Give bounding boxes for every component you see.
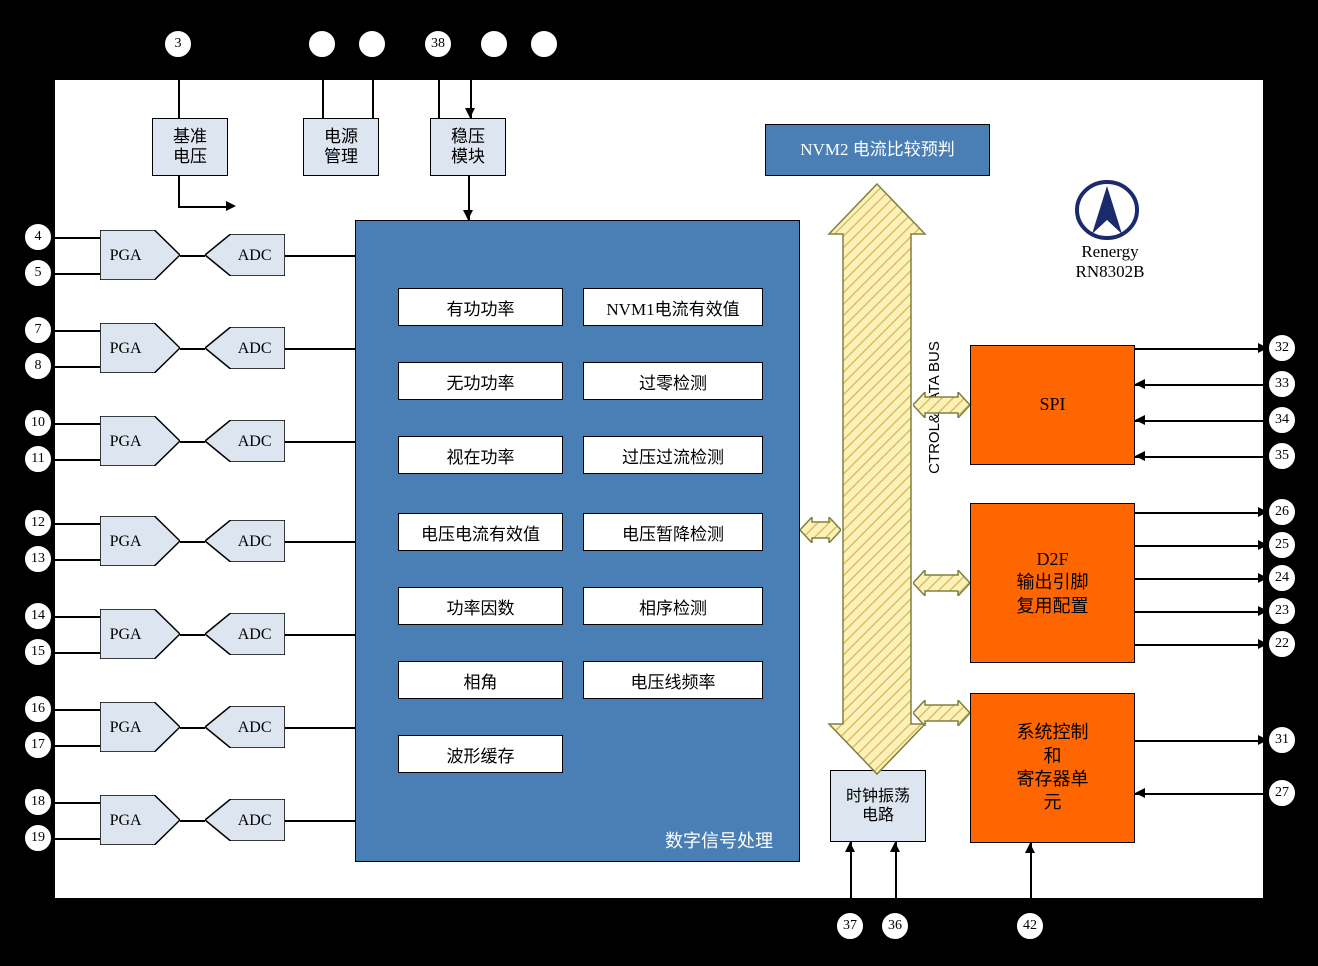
pin-15: 15 — [24, 638, 52, 666]
pin-top-544 — [530, 30, 558, 58]
func-right-4: 相序检测 — [583, 587, 763, 625]
bus-connector — [800, 517, 841, 543]
adc-5: ADC — [205, 706, 285, 748]
pga-4: PGA — [100, 609, 180, 659]
func-right-5: 电压线频率 — [583, 661, 763, 699]
func-left-1: 无功功率 — [398, 362, 563, 400]
pin-11: 11 — [24, 445, 52, 473]
svg-text:ADC: ADC — [238, 247, 272, 264]
pin-5: 5 — [24, 259, 52, 287]
func-left-2: 视在功率 — [398, 436, 563, 474]
pwr-block: 电源管理 — [303, 118, 379, 176]
pin-17: 17 — [24, 731, 52, 759]
func-right-0: NVM1电流有效值 — [583, 288, 763, 326]
func-right-3: 电压暂降检测 — [583, 513, 763, 551]
pin-31: 31 — [1268, 726, 1296, 754]
pin-top-3: 3 — [164, 30, 192, 58]
pin-8: 8 — [24, 352, 52, 380]
bus-connector — [913, 700, 970, 726]
pin-24: 24 — [1268, 564, 1296, 592]
adc-3: ADC — [205, 520, 285, 562]
pin-4: 4 — [24, 223, 52, 251]
func-left-0: 有功功率 — [398, 288, 563, 326]
pin-36: 36 — [881, 912, 909, 940]
svg-text:PGA: PGA — [110, 247, 142, 264]
func-right-1: 过零检测 — [583, 362, 763, 400]
pin-25: 25 — [1268, 531, 1296, 559]
pin-33: 33 — [1268, 370, 1296, 398]
pin-32: 32 — [1268, 334, 1296, 362]
adc-4: ADC — [205, 613, 285, 655]
pin-35: 35 — [1268, 442, 1296, 470]
svg-text:ADC: ADC — [238, 433, 272, 450]
pga-2: PGA — [100, 416, 180, 466]
adc-1: ADC — [205, 327, 285, 369]
pin-12: 12 — [24, 509, 52, 537]
svg-text:ADC: ADC — [238, 533, 272, 550]
pin-14: 14 — [24, 602, 52, 630]
func-left-3: 电压电流有效值 — [398, 513, 563, 551]
svg-text:PGA: PGA — [110, 626, 142, 643]
func-left-5: 相角 — [398, 661, 563, 699]
pga-5: PGA — [100, 702, 180, 752]
pin-42: 42 — [1016, 912, 1044, 940]
pin-top-494 — [480, 30, 508, 58]
adc-2: ADC — [205, 420, 285, 462]
pin-22: 22 — [1268, 630, 1296, 658]
pin-23: 23 — [1268, 597, 1296, 625]
svg-text:PGA: PGA — [110, 812, 142, 829]
pin-10: 10 — [24, 409, 52, 437]
renergy-logo-icon — [1072, 180, 1142, 240]
svg-text:ADC: ADC — [238, 812, 272, 829]
func-right-2: 过压过流检测 — [583, 436, 763, 474]
pga-6: PGA — [100, 795, 180, 845]
svg-text:ADC: ADC — [238, 626, 272, 643]
pin-top-372 — [358, 30, 386, 58]
pin-19: 19 — [24, 824, 52, 852]
svg-text:PGA: PGA — [110, 340, 142, 357]
pga-1: PGA — [100, 323, 180, 373]
func-left-4: 功率因数 — [398, 587, 563, 625]
reg-block: 稳压模块 — [430, 118, 506, 176]
svg-text:PGA: PGA — [110, 719, 142, 736]
logo-name: Renergy — [1070, 242, 1150, 262]
svg-text:PGA: PGA — [110, 533, 142, 550]
pin-26: 26 — [1268, 498, 1296, 526]
svg-text:ADC: ADC — [238, 719, 272, 736]
adc-0: ADC — [205, 234, 285, 276]
pga-3: PGA — [100, 516, 180, 566]
bus-connector — [913, 392, 970, 418]
bus-connector — [913, 570, 970, 596]
dsp-label: 数字信号处理 — [665, 827, 773, 853]
pin-13: 13 — [24, 545, 52, 573]
logo-model: RN8302B — [1070, 262, 1150, 282]
spi-block: SPI — [970, 345, 1135, 465]
pin-top-38: 38 — [424, 30, 452, 58]
adc-6: ADC — [205, 799, 285, 841]
pin-16: 16 — [24, 695, 52, 723]
pin-18: 18 — [24, 788, 52, 816]
pga-0: PGA — [100, 230, 180, 280]
svg-text:PGA: PGA — [110, 433, 142, 450]
d2f-block: D2F输出引脚复用配置 — [970, 503, 1135, 663]
func-left-6: 波形缓存 — [398, 735, 563, 773]
sys-block: 系统控制和寄存器单元 — [970, 693, 1135, 843]
svg-text:ADC: ADC — [238, 340, 272, 357]
pin-27: 27 — [1268, 779, 1296, 807]
ref-block: 基准电压 — [152, 118, 228, 176]
pin-7: 7 — [24, 316, 52, 344]
pin-34: 34 — [1268, 406, 1296, 434]
diagram-stage: 基准电压电源管理稳压模块NVM2 电流比较预判数字信号处理有功功率无功功率视在功… — [0, 0, 1318, 966]
pin-top-322 — [308, 30, 336, 58]
pin-37: 37 — [836, 912, 864, 940]
